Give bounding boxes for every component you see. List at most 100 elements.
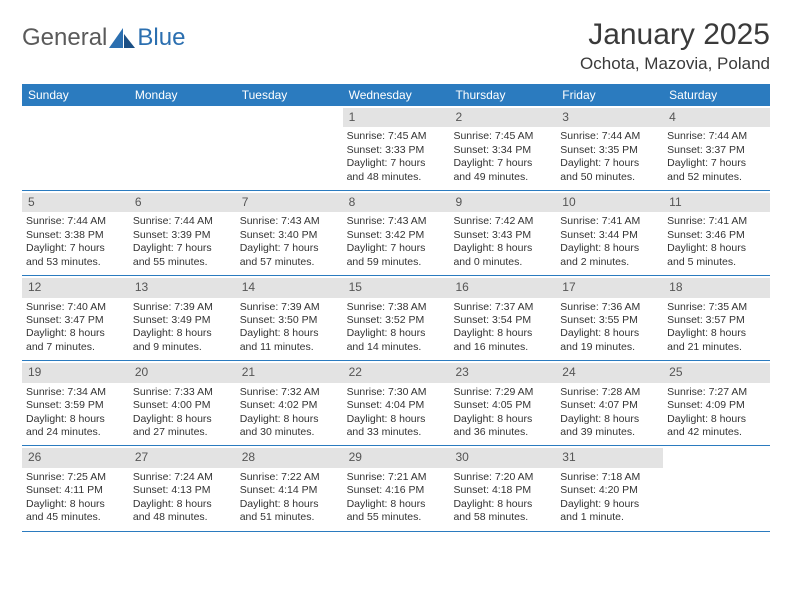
sunrise-text: Sunrise: 7:30 AM xyxy=(347,386,446,399)
dl2-text: and 5 minutes. xyxy=(667,256,766,269)
sunrise-text: Sunrise: 7:45 AM xyxy=(347,130,446,143)
sunset-text: Sunset: 4:00 PM xyxy=(133,399,232,412)
sunrise-text: Sunrise: 7:39 AM xyxy=(133,301,232,314)
dl1-text: Daylight: 8 hours xyxy=(453,327,552,340)
dl1-text: Daylight: 8 hours xyxy=(347,498,446,511)
dl1-text: Daylight: 8 hours xyxy=(560,242,659,255)
sunrise-text: Sunrise: 7:39 AM xyxy=(240,301,339,314)
sunset-text: Sunset: 3:34 PM xyxy=(453,144,552,157)
day-header-row: SundayMondayTuesdayWednesdayThursdayFrid… xyxy=(22,84,770,106)
day-number: 30 xyxy=(449,448,556,467)
sunset-text: Sunset: 3:43 PM xyxy=(453,229,552,242)
sunrise-text: Sunrise: 7:24 AM xyxy=(133,471,232,484)
sunrise-text: Sunrise: 7:44 AM xyxy=(667,130,766,143)
title-block: January 2025 Ochota, Mazovia, Poland xyxy=(580,18,770,74)
dl2-text: and 59 minutes. xyxy=(347,256,446,269)
day-cell: 26Sunrise: 7:25 AMSunset: 4:11 PMDayligh… xyxy=(22,446,129,530)
sunrise-text: Sunrise: 7:44 AM xyxy=(133,215,232,228)
dl2-text: and 50 minutes. xyxy=(560,171,659,184)
day-cell: 15Sunrise: 7:38 AMSunset: 3:52 PMDayligh… xyxy=(343,276,450,360)
week-row: 26Sunrise: 7:25 AMSunset: 4:11 PMDayligh… xyxy=(22,446,770,531)
sunset-text: Sunset: 4:07 PM xyxy=(560,399,659,412)
sunset-text: Sunset: 3:33 PM xyxy=(347,144,446,157)
day-cell: 19Sunrise: 7:34 AMSunset: 3:59 PMDayligh… xyxy=(22,361,129,445)
dl1-text: Daylight: 8 hours xyxy=(26,413,125,426)
dl2-text: and 24 minutes. xyxy=(26,426,125,439)
sunrise-text: Sunrise: 7:21 AM xyxy=(347,471,446,484)
sunset-text: Sunset: 3:54 PM xyxy=(453,314,552,327)
sunset-text: Sunset: 4:20 PM xyxy=(560,484,659,497)
sunset-text: Sunset: 3:47 PM xyxy=(26,314,125,327)
sunrise-text: Sunrise: 7:40 AM xyxy=(26,301,125,314)
day-cell: 27Sunrise: 7:24 AMSunset: 4:13 PMDayligh… xyxy=(129,446,236,530)
week-row: 12 Sunrise: 7:40 AMSunset: 3:47 PM Dayligh… xyxy=(22,276,770,361)
dl1-text: Daylight: 7 hours xyxy=(133,242,232,255)
dl1-text: Daylight: 8 hours xyxy=(240,413,339,426)
sunrise-text: Sunrise: 7:32 AM xyxy=(240,386,339,399)
day-number: 12 xyxy=(22,278,129,297)
day-cell: 13Sunrise: 7:39 AMSunset: 3:49 PMDayligh… xyxy=(129,276,236,360)
sunset-text: Sunset: 3:39 PM xyxy=(133,229,232,242)
sunset-text: Sunset: 3:46 PM xyxy=(667,229,766,242)
day-number: 7 xyxy=(236,193,343,212)
week-row: 19Sunrise: 7:34 AMSunset: 3:59 PMDayligh… xyxy=(22,361,770,446)
sunrise-text: Sunrise: 7:44 AM xyxy=(560,130,659,143)
day-cell: 17Sunrise: 7:36 AMSunset: 3:55 PMDayligh… xyxy=(556,276,663,360)
day-cell: 31Sunrise: 7:18 AMSunset: 4:20 PMDayligh… xyxy=(556,446,663,530)
day-cell: 20 Sunrise: 7:33 AMSunset: 4:00 PMDayligh… xyxy=(129,361,236,445)
dl2-text: and 1 minute. xyxy=(560,511,659,524)
day-number: 14 xyxy=(236,278,343,297)
sunset-text: Sunset: 3:50 PM xyxy=(240,314,339,327)
sunrise-text: Sunrise: 7:45 AM xyxy=(453,130,552,143)
logo: General Blue xyxy=(22,18,185,52)
dl2-text: and 30 minutes. xyxy=(240,426,339,439)
day-cell: 23Sunrise: 7:29 AMSunset: 4:05 PMDayligh… xyxy=(449,361,556,445)
day-cell: 1Sunrise: 7:45 AMSunset: 3:33 PMDaylight… xyxy=(343,106,450,190)
day-cell: 12Sunrise: 7:40 AMSunset: 3:47 PMDayligh… xyxy=(22,276,129,360)
sunrise-text: Sunrise: 7:33 AM xyxy=(133,386,232,399)
dl2-text: and 9 minutes. xyxy=(133,341,232,354)
sunrise-text: Sunrise: 7:22 AM xyxy=(240,471,339,484)
day-number: 26 xyxy=(22,448,129,467)
dl2-text: and 48 minutes. xyxy=(133,511,232,524)
sunset-text: Sunset: 3:37 PM xyxy=(667,144,766,157)
dl1-text: Daylight: 8 hours xyxy=(667,242,766,255)
sunset-text: Sunset: 4:11 PM xyxy=(26,484,125,497)
dl2-text: and 52 minutes. xyxy=(667,171,766,184)
dl2-text: and 45 minutes. xyxy=(26,511,125,524)
dl2-text: and 21 minutes. xyxy=(667,341,766,354)
dl1-text: Daylight: 8 hours xyxy=(133,413,232,426)
dl1-text: Daylight: 8 hours xyxy=(133,498,232,511)
day-number: 4 xyxy=(663,108,770,127)
dl1-text: Daylight: 7 hours xyxy=(667,157,766,170)
day-number: 31 xyxy=(556,448,663,467)
calendar-page: General Blue January 2025 Ochota, Mazovi… xyxy=(0,0,792,532)
day-header: Sunday xyxy=(22,84,129,106)
dl1-text: Daylight: 8 hours xyxy=(560,413,659,426)
logo-text-blue: Blue xyxy=(137,24,185,52)
sunrise-text: Sunrise: 7:41 AM xyxy=(667,215,766,228)
sunrise-text: Sunrise: 7:36 AM xyxy=(560,301,659,314)
sunset-text: Sunset: 3:35 PM xyxy=(560,144,659,157)
dl2-text: and 57 minutes. xyxy=(240,256,339,269)
page-header: General Blue January 2025 Ochota, Mazovi… xyxy=(22,18,770,74)
sunrise-text: Sunrise: 7:43 AM xyxy=(347,215,446,228)
day-cell: 10Sunrise: 7:41 AMSunset: 3:44 PMDayligh… xyxy=(556,191,663,275)
day-number: 21 xyxy=(236,363,343,382)
dl1-text: Daylight: 7 hours xyxy=(347,242,446,255)
dl2-text: and 27 minutes. xyxy=(133,426,232,439)
day-number: 20 xyxy=(129,363,236,382)
dl2-text: and 42 minutes. xyxy=(667,426,766,439)
sunrise-text: Sunrise: 7:29 AM xyxy=(453,386,552,399)
day-number: 23 xyxy=(449,363,556,382)
day-number: 5 xyxy=(22,193,129,212)
dl1-text: Daylight: 7 hours xyxy=(453,157,552,170)
day-number: 24 xyxy=(556,363,663,382)
dl1-text: Daylight: 8 hours xyxy=(26,498,125,511)
day-number: 11 xyxy=(663,193,770,212)
day-number: 28 xyxy=(236,448,343,467)
dl1-text: Daylight: 8 hours xyxy=(133,327,232,340)
day-cell xyxy=(663,446,770,530)
day-cell: 14Sunrise: 7:39 AMSunset: 3:50 PMDayligh… xyxy=(236,276,343,360)
day-cell: 28Sunrise: 7:22 AMSunset: 4:14 PMDayligh… xyxy=(236,446,343,530)
